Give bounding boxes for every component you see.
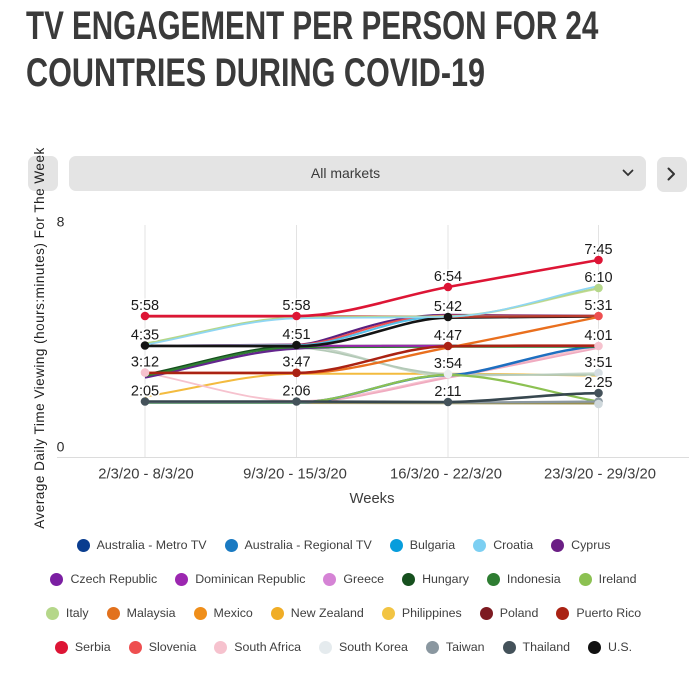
svg-text:3:12: 3:12 (131, 354, 159, 370)
svg-text:3:51: 3:51 (584, 355, 612, 371)
svg-text:2:05: 2:05 (131, 383, 159, 399)
svg-text:6:54: 6:54 (434, 269, 462, 285)
svg-text:0: 0 (57, 439, 65, 455)
svg-text:2/3/20 - 8/3/20: 2/3/20 - 8/3/20 (98, 467, 193, 483)
svg-text:Weeks: Weeks (350, 491, 395, 507)
svg-text:4:51: 4:51 (282, 327, 310, 343)
svg-text:Average Daily Time Viewing (ho: Average Daily Time Viewing (hours:minute… (32, 147, 47, 528)
svg-text:2:06: 2:06 (282, 383, 310, 399)
svg-text:3:47: 3:47 (282, 355, 310, 371)
svg-text:4:35: 4:35 (131, 327, 159, 343)
svg-text:6:10: 6:10 (584, 270, 612, 286)
svg-text:4:47: 4:47 (434, 328, 462, 344)
svg-text:8: 8 (57, 214, 65, 230)
svg-text:9/3/20 - 15/3/20: 9/3/20 - 15/3/20 (243, 467, 347, 483)
svg-text:4:01: 4:01 (584, 328, 612, 344)
svg-text:7:45: 7:45 (584, 242, 612, 258)
svg-text:3:54: 3:54 (434, 356, 462, 372)
svg-text:23/3/20 - 29/3/20: 23/3/20 - 29/3/20 (544, 467, 656, 483)
svg-text:5:58: 5:58 (282, 298, 310, 314)
svg-text:5:58: 5:58 (131, 298, 159, 314)
svg-text:5:42: 5:42 (434, 299, 462, 315)
svg-text:16/3/20 - 22/3/20: 16/3/20 - 22/3/20 (390, 467, 502, 483)
svg-text:5:31: 5:31 (584, 298, 612, 314)
svg-text:2:11: 2:11 (434, 384, 461, 400)
svg-text:2.25: 2.25 (584, 375, 612, 391)
